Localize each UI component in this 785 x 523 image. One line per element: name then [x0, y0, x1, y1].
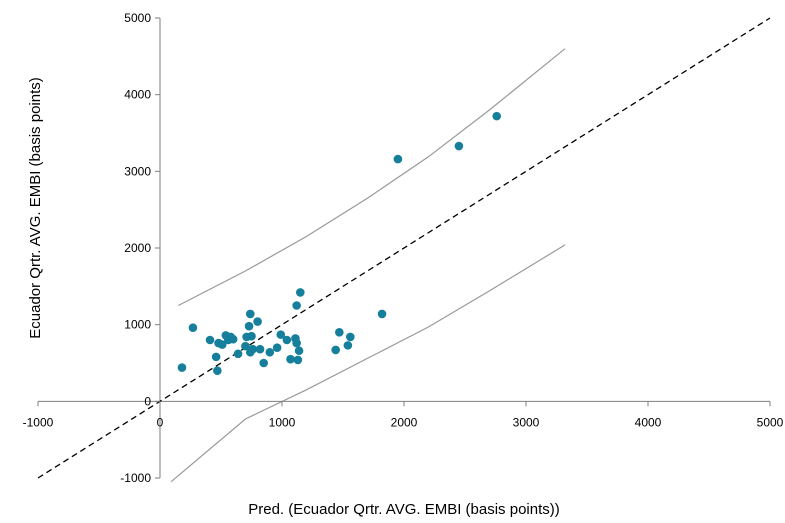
data-point — [233, 349, 243, 359]
data-point — [244, 321, 254, 331]
data-point — [292, 301, 301, 310]
data-point — [259, 358, 269, 368]
x-tick-label: 4000 — [635, 415, 662, 429]
y-tick-label: -1000 — [120, 471, 151, 485]
y-tick-label: 1000 — [124, 318, 151, 332]
upper-prediction-band — [178, 48, 566, 307]
x-tick-label: 0 — [157, 415, 164, 429]
x-tick-label: -1000 — [23, 415, 54, 429]
data-point — [211, 352, 221, 362]
data-point — [331, 345, 340, 355]
data-point — [282, 335, 292, 345]
data-point — [346, 332, 355, 342]
data-point — [265, 347, 275, 357]
data-point — [292, 338, 301, 348]
y-tick-label: 3000 — [124, 164, 151, 178]
y-tick-label: 2000 — [124, 241, 151, 255]
data-point — [492, 111, 502, 121]
data-point — [294, 346, 304, 356]
y-tick-label: 0 — [144, 394, 151, 408]
x-tick-label: 1000 — [269, 415, 296, 429]
lower-prediction-band — [170, 244, 566, 483]
data-point — [205, 335, 215, 345]
data-point — [228, 334, 238, 344]
ticks-group: -1000 0 1000 2000 3000 4000 5000 -1000 0 1000 2000… — [23, 11, 784, 485]
data-point — [286, 354, 295, 364]
x-tick-label: 3000 — [513, 415, 540, 429]
data-point — [377, 309, 387, 319]
x-axis-title: Pred. (Ecuador Qrtr. AVG. EMBI (basis po… — [248, 501, 560, 518]
prediction-band-group — [170, 48, 566, 483]
data-point — [343, 341, 353, 350]
data-point — [177, 363, 187, 372]
x-tick-label: 5000 — [757, 415, 784, 429]
data-point — [393, 154, 403, 164]
y-axis-title: Ecuador Qrtr. AVG. EMBI (basis points) — [27, 77, 44, 338]
y-tick-label: 4000 — [124, 88, 151, 102]
data-point — [241, 341, 250, 351]
data-point — [454, 141, 464, 151]
data-point — [255, 344, 265, 354]
x-tick-label: 2000 — [391, 415, 418, 429]
data-point — [296, 288, 305, 297]
data-point — [213, 366, 222, 375]
data-point — [293, 355, 303, 365]
data-point — [188, 323, 198, 333]
data-point — [276, 330, 286, 339]
data-point — [245, 309, 255, 319]
data-point — [248, 344, 258, 354]
data-point — [217, 340, 227, 349]
points-group — [177, 111, 502, 375]
data-point — [247, 331, 256, 341]
data-point — [272, 343, 282, 352]
data-point — [253, 317, 262, 326]
y-tick-label: 5000 — [124, 11, 151, 25]
data-point — [335, 328, 344, 337]
